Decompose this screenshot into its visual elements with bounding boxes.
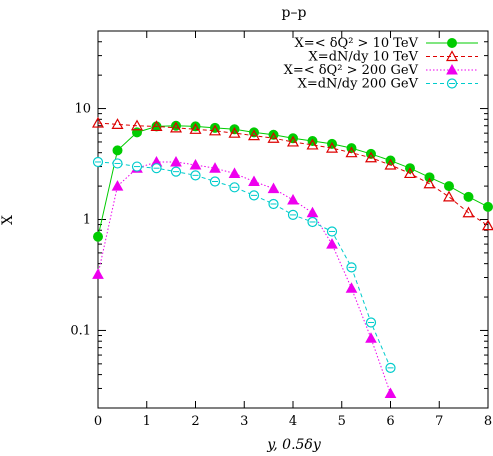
x-tick-label: 4: [289, 414, 297, 429]
data-point: [307, 216, 318, 228]
x-tick-label: 7: [435, 414, 443, 429]
x-tick-label: 1: [143, 414, 151, 429]
legend-label: X=dN/dy 10 TeV: [309, 50, 419, 65]
data-point: [267, 182, 280, 194]
data-point: [365, 317, 377, 328]
data-point: [481, 219, 493, 231]
data-point: [189, 123, 202, 134]
legend-label: X=< δQ² > 200 GeV: [284, 63, 419, 78]
data-point: [306, 206, 319, 218]
x-tick-label: 5: [338, 414, 346, 429]
data-point: [384, 158, 397, 170]
x-tick-label: 6: [386, 414, 394, 429]
data-point: [345, 282, 358, 293]
data-point: [170, 166, 182, 177]
y-axis-label: X: [0, 215, 16, 225]
data-point: [483, 201, 493, 212]
data-point: [287, 193, 299, 205]
x-tick-label: 2: [191, 414, 199, 429]
data-point: [150, 120, 163, 132]
data-point: [209, 176, 221, 187]
series-line: [97, 122, 489, 227]
x-tick-label: 8: [484, 414, 492, 429]
data-point: [345, 146, 358, 158]
data-point: [384, 387, 397, 399]
data-point: [169, 121, 183, 133]
data-point: [365, 332, 377, 343]
data-point: [346, 262, 357, 273]
data-point: [447, 38, 457, 48]
data-point: [91, 116, 105, 128]
data-point: [446, 63, 458, 75]
data-point: [111, 118, 124, 129]
data-point: [463, 191, 474, 202]
series-3: [92, 155, 397, 399]
data-point: [287, 209, 299, 221]
series-2: [91, 116, 493, 231]
data-point: [248, 190, 260, 201]
data-point: [229, 182, 240, 193]
data-point: [306, 138, 319, 150]
y-tick-label: 1: [83, 213, 91, 228]
data-point: [445, 50, 459, 62]
data-point: [228, 126, 241, 138]
x-tick-label: 3: [240, 414, 248, 429]
series-line: [97, 161, 391, 394]
data-point: [170, 155, 182, 167]
data-point: [462, 206, 475, 218]
data-point: [190, 170, 201, 181]
series-1: [93, 120, 493, 242]
data-point: [444, 181, 454, 192]
data-point: [364, 151, 378, 163]
data-point: [209, 162, 221, 173]
data-point: [151, 163, 162, 174]
x-axis-label: y, 0.5δy: [266, 437, 322, 453]
data-point: [93, 231, 103, 242]
data-point: [112, 145, 123, 156]
data-point: [92, 268, 104, 279]
data-point: [92, 156, 104, 168]
data-point: [112, 158, 123, 169]
data-point: [326, 226, 338, 237]
data-point: [446, 78, 458, 89]
x-tick-label: 0: [94, 414, 102, 429]
data-point: [267, 132, 280, 143]
data-point: [403, 167, 417, 179]
data-point: [228, 167, 241, 178]
data-point: [326, 238, 338, 249]
data-point: [325, 141, 339, 153]
data-point: [442, 190, 456, 202]
series-line: [97, 161, 391, 369]
data-point: [423, 177, 436, 189]
y-tick-label: 10: [74, 102, 91, 117]
data-point: [385, 362, 396, 373]
data-point: [130, 119, 144, 131]
series-layer: [91, 116, 493, 399]
data-point: [189, 158, 202, 170]
legend-label: X=dN/dy 200 GeV: [298, 77, 419, 92]
chart-title: p–p: [282, 5, 307, 21]
y-tick-label: 0.1: [70, 323, 91, 338]
data-point: [111, 180, 124, 191]
legend-label: X=< δQ² > 10 TeV: [295, 36, 419, 51]
series-4: [92, 156, 396, 373]
data-point: [268, 198, 279, 210]
axis-ticks: 0 1 2 3 4 5 6 7 8 0.1 1 10: [70, 30, 492, 429]
data-point: [248, 175, 260, 187]
data-point: [286, 135, 300, 147]
data-point: [247, 129, 261, 141]
data-point: [131, 161, 143, 172]
data-point: [424, 172, 435, 183]
data-point: [208, 124, 222, 136]
